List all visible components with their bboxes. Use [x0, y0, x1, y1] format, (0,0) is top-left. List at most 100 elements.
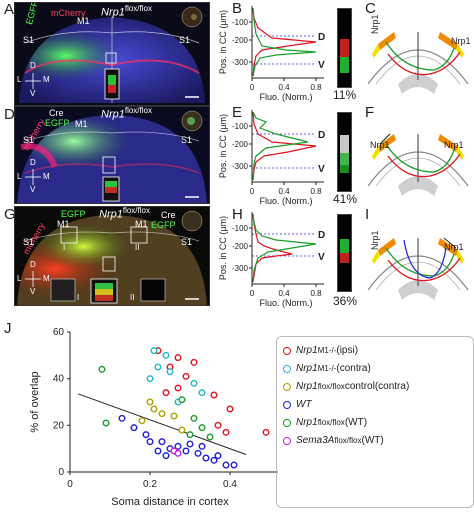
red-profile-h — [252, 213, 293, 283]
nrp1-bar-left-f — [378, 134, 396, 152]
j-point-series-3 — [222, 461, 230, 469]
compass-l-g: L — [17, 274, 22, 283]
panel-letter-d: D — [4, 106, 15, 123]
j-trendline — [77, 393, 247, 455]
x-tick-label-e: 0 — [250, 187, 255, 196]
x-tick-label-b: 0 — [250, 83, 255, 92]
schematic-f-nrp1-left: Nrp1 — [370, 140, 390, 150]
label-cre-d: Cre — [49, 108, 64, 118]
compass-v-a: V — [30, 89, 36, 98]
legend-series-suffix: (WT) — [361, 435, 384, 446]
legend-marker — [283, 436, 291, 445]
compass-d-d: D — [30, 158, 36, 167]
panel-letter-e: E — [232, 104, 243, 121]
legend-entry: Nrp1 M1-/- (ipsi) — [283, 345, 358, 356]
ventral-label-b: V — [318, 60, 325, 71]
j-point-series-4 — [198, 424, 206, 432]
j-point-series-3 — [194, 449, 202, 457]
j-point-series-3 — [174, 442, 182, 450]
label-egfp2-g: EGFP — [151, 220, 176, 230]
legend-series-suffix: (contra) — [336, 363, 371, 374]
y-axis-label-e: Pos. in CC (μm) — [218, 114, 228, 178]
j-point-series-2 — [158, 410, 166, 418]
y-tick-label-h: -100 — [232, 224, 249, 233]
y-tick-label-b: -100 — [232, 18, 249, 27]
label-s1-right-a: S1 — [179, 35, 191, 45]
nrp1-bar-right-f — [438, 134, 458, 152]
legend-marker — [283, 418, 291, 427]
compass-v-d: V — [30, 185, 36, 194]
legend-j: Nrp1 M1-/- (ipsi) Nrp1 M1-/- (contra) Nrp1 flox… — [276, 336, 474, 508]
legend-entry: WT — [283, 399, 312, 410]
x-tick-label-b: 0.4 — [278, 83, 290, 92]
strike-mark-i — [443, 237, 457, 249]
green-profile-b — [252, 7, 317, 77]
micrograph-d: Cre EGFP mCherry M1 S1 S1 Nrp1flox/flox … — [14, 106, 210, 204]
red-axon-i — [387, 257, 461, 282]
green-profile-h — [252, 213, 317, 283]
title-g: Nrp1flox/flox — [99, 206, 150, 221]
box-label-i-g: I — [63, 243, 66, 252]
label-mcherry-a: mCherry — [51, 8, 86, 18]
x-tick-label-h: 0.4 — [278, 289, 290, 298]
nrp1-bar-right-i — [438, 238, 458, 256]
panel-letter-c: C — [365, 0, 376, 17]
j-point-series-3 — [146, 438, 154, 446]
nrp1-grad-right-c — [456, 44, 464, 58]
j-point-series-1 — [190, 379, 198, 387]
j-point-series-3 — [210, 456, 218, 464]
ventral-label-e: V — [318, 164, 325, 175]
j-point-series-4 — [186, 431, 194, 439]
y-tick-label-h: -300 — [232, 264, 249, 273]
y-axis-label-h: Pos. in CC (μm) — [218, 216, 228, 280]
schematic-c-nrp1-left: Nrp1 — [370, 14, 380, 34]
green-axon-c — [385, 41, 455, 71]
j-y-tick-label: 60 — [53, 327, 65, 338]
label-egfp-g: EGFP — [61, 209, 86, 219]
schematic-c — [367, 32, 469, 94]
j-point-series-0 — [262, 428, 270, 436]
schematic-i-nrp1-left: Nrp1 — [370, 230, 380, 250]
label-s1-right-g: S1 — [181, 237, 193, 247]
nrp1-grad-right-i — [456, 250, 464, 264]
legend-series-name: WT — [296, 399, 312, 410]
x-tick-label-h: 0 — [250, 289, 255, 298]
red-profile-b — [252, 7, 317, 77]
schematic-f — [367, 133, 469, 196]
j-y-axis-label: % of overlap — [29, 371, 41, 432]
overlap-pct-h: 36% — [333, 294, 358, 308]
panel-letter-h: H — [232, 206, 243, 223]
j-point-series-1 — [150, 347, 158, 355]
red-axon-c — [387, 51, 461, 76]
brain-section-g — [17, 210, 207, 305]
blue-axon-i — [403, 239, 447, 279]
box-label-ii-g: II — [135, 243, 140, 252]
label-s1-left-a: S1 — [23, 35, 35, 45]
x-tick-label-b: 0.8 — [310, 83, 322, 92]
y-tick-label-h: -200 — [232, 242, 249, 251]
x-axis-label-b: Fluo. (Norm.) — [259, 92, 312, 102]
micrograph-a: EGFP mCherry M1 S1 S1 Nrp1flox/flox D L … — [14, 2, 210, 106]
j-point-series-1 — [198, 389, 206, 397]
legend-series-suffix: (ipsi) — [336, 345, 359, 356]
legend-series-genotype: flox/flox — [317, 418, 345, 427]
j-x-axis-label: Soma distance in cortex — [111, 496, 229, 508]
y-tick-label-b: -300 — [232, 58, 249, 67]
schematic-f-nrp1-right: Nrp1 — [444, 140, 464, 150]
label-m1-left-g: M1 — [57, 219, 70, 229]
j-point-series-3 — [162, 452, 170, 460]
j-point-series-1 — [146, 375, 154, 383]
j-point-series-1 — [166, 368, 174, 376]
compass-m-a: M — [43, 75, 50, 84]
j-point-series-0 — [174, 384, 182, 392]
panel-letter-a: A — [4, 1, 15, 18]
legend-series-name: Nrp1 — [296, 381, 318, 392]
y-tick-label-e: -200 — [232, 140, 249, 149]
j-point-series-0 — [190, 358, 198, 366]
legend-series-suffix: control(contra) — [344, 381, 410, 392]
nrp1-grad-left-c — [372, 44, 380, 58]
nrp1-grad-left-i — [372, 250, 380, 264]
legend-series-genotype: flox/flox — [317, 382, 345, 391]
schematic-i — [367, 237, 469, 300]
label-m1-d: M1 — [75, 119, 88, 129]
